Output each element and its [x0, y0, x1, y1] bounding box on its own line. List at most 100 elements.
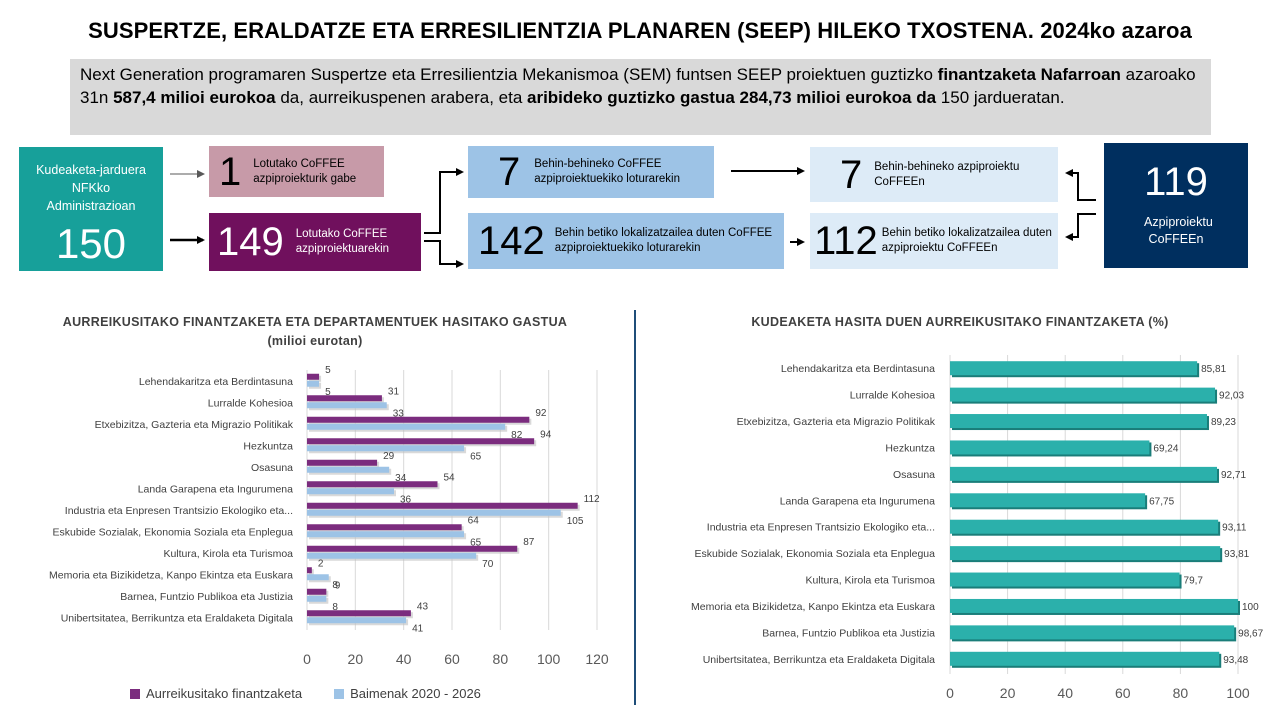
left-bar-permits: [307, 574, 329, 581]
legend-label-financing: Aurreikusitako finantzaketa: [146, 686, 303, 701]
left-bar-financing: [307, 567, 312, 574]
left-data-label: 105: [567, 516, 584, 527]
right-category-label: Lehendakaritza eta Berdintasuna: [781, 363, 935, 375]
left-category-label: Lehendakaritza eta Berdintasuna: [139, 376, 293, 388]
left-bar-financing: [307, 459, 378, 466]
left-data-label: 34: [395, 473, 407, 484]
left-bar-permits: [307, 466, 390, 473]
left-bar-financing: [307, 545, 518, 552]
left-x-tick: 120: [585, 651, 609, 667]
left-bar-permits: [307, 595, 327, 602]
left-bar-financing: [307, 610, 411, 617]
admin-activities-box: Kudeaketa-jarduera NFKko Administrazioan…: [19, 147, 163, 271]
intro-text-4: 150 jardueratan.: [936, 88, 1065, 107]
legend-swatch-financing: [130, 688, 140, 699]
intro-bold-3: aribideko guztizko gastua 284,73 milioi …: [527, 88, 937, 107]
right-data-label: 67,75: [1149, 496, 1174, 507]
intro-summary: Next Generation programaren Suspertze et…: [70, 59, 1211, 135]
left-category-label: Lurralde Kohesioa: [208, 397, 293, 409]
no-link-label: Lotutako CoFFEE azpiproiekturik gabe: [253, 157, 357, 185]
right-bar: [950, 493, 1146, 508]
right-bar: [950, 414, 1207, 429]
left-data-label: 70: [482, 559, 494, 570]
provisional-link-number: 7: [498, 150, 521, 194]
left-data-label: 29: [383, 451, 395, 462]
arrow-total-to-provisional-sub: [1065, 169, 1096, 201]
right-bar: [950, 466, 1218, 481]
right-bar: [950, 598, 1238, 613]
right-x-tick: 80: [1173, 685, 1189, 701]
left-bar-financing: [307, 524, 462, 531]
legend-label-permits: Baimenak 2020 - 2026: [350, 686, 481, 701]
left-bar-financing: [307, 502, 578, 509]
left-bar-permits: [307, 445, 465, 452]
linked-box: 149 Lotutako CoFFEE azpiproiektuarekin: [209, 213, 421, 271]
provisional-subproject-number: 7: [840, 152, 863, 197]
left-x-tick: 0: [303, 651, 311, 667]
managed-financing-chart: 0 20 40 60 80 100 Lehendakaritza eta Berdintas…: [691, 355, 1264, 701]
right-x-tick: 40: [1057, 685, 1073, 701]
right-category-label: Eskubide Sozialak, Ekonomia Soziala eta …: [695, 548, 936, 560]
left-bar-permits: [307, 552, 477, 559]
right-category-label: Kultura, Kirola eta Turismoa: [805, 575, 935, 587]
right-bar: [950, 651, 1220, 666]
intro-text-2: azaroako 31n: [80, 65, 1196, 107]
left-bar-permits: [307, 380, 320, 387]
definitive-link-number: 142: [478, 219, 545, 263]
right-x-tick: 60: [1115, 685, 1131, 701]
linked-label: Lotutako CoFFEE azpiproiektuarekin: [295, 228, 390, 255]
left-bar-permits: [307, 423, 506, 430]
right-category-label: Hezkuntza: [885, 442, 935, 454]
right-category-label: Memoria eta Bizikidetza, Kanpo Ekintza e…: [691, 601, 935, 613]
left-bar-financing: [307, 373, 320, 380]
right-category-label: Industria eta Enpresen Trantsizio Ekolog…: [707, 522, 935, 534]
left-data-label: 92: [535, 408, 547, 419]
right-bar: [950, 387, 1216, 402]
right-data-label: 98,67: [1238, 628, 1263, 639]
left-data-label: 82: [511, 430, 523, 441]
left-category-label: Hezkuntza: [243, 440, 293, 452]
intro-text-1: Next Generation programaren Suspertze et…: [80, 65, 938, 84]
left-category-label: Industria eta Enpresen Trantsizio Ekolog…: [65, 505, 293, 517]
right-data-label: 89,23: [1211, 417, 1236, 428]
left-data-label: 41: [412, 623, 424, 634]
left-bar-financing: [307, 588, 327, 595]
left-data-label: 64: [468, 515, 480, 526]
right-bar: [950, 519, 1219, 534]
provisional-subproject-box: 7 Behin-behineko azpiproiektu CoFFEEn: [810, 147, 1058, 202]
left-data-label: 87: [523, 537, 535, 548]
left-bar-permits: [307, 531, 465, 538]
left-bar-financing: [307, 395, 382, 402]
left-data-label: 94: [540, 429, 552, 440]
right-chart-title: KUDEAKETA HASITA DUEN AURREIKUSITAKO FIN…: [751, 315, 1169, 329]
right-x-tick: 0: [946, 685, 954, 701]
left-bar-permits: [307, 617, 407, 624]
left-data-label: 36: [400, 494, 412, 505]
left-category-label: Barnea, Funtzio Publikoa eta Justizia: [120, 591, 293, 603]
legend-swatch-permits: [334, 688, 345, 699]
right-category-label: Lurralde Kohesioa: [850, 390, 935, 402]
provisional-link-label: Behin-behineko CoFFEE azpiproiektuekiko …: [534, 158, 680, 185]
right-bar: [950, 625, 1235, 640]
admin-activities-label: Kudeaketa-jarduera NFKko Administrazioan: [36, 163, 146, 213]
right-category-label: Etxebizitza, Gazteria eta Migrazio Polit…: [737, 416, 936, 428]
left-category-label: Memoria eta Bizikidetza, Kanpo Ekintza e…: [49, 569, 293, 581]
arrow-linked-to-definitive: [424, 240, 464, 268]
left-data-label: 2: [318, 558, 324, 569]
financing-spending-chart: 0 20 40 60 80 100 120 Lehendakaritza eta Berdin…: [49, 365, 609, 667]
left-bar-financing: [307, 481, 438, 488]
total-subprojects-box: 119 Azpiproiektu CoFFEEn: [1104, 143, 1248, 268]
definitive-link-label: Behin betiko lokalizatzailea duten CoFFE…: [554, 227, 773, 254]
left-data-label: 5: [325, 387, 331, 398]
left-data-label: 33: [393, 408, 405, 419]
left-data-label: 65: [470, 451, 482, 462]
right-category-label: Barnea, Funtzio Publikoa eta Justizia: [762, 627, 935, 639]
left-data-label: 43: [417, 601, 429, 612]
definitive-subproject-label: Behin betiko lokalizatzailea duten azpip…: [881, 227, 1052, 254]
linked-number: 149: [217, 220, 284, 264]
right-data-label: 69,24: [1153, 443, 1178, 454]
provisional-subproject-label: Behin-behineko azpiproiektu CoFFEEn: [874, 160, 1020, 188]
left-x-tick: 20: [348, 651, 364, 667]
left-category-label: Eskubide Sozialak, Ekonomia Soziala eta …: [53, 526, 294, 538]
left-bar-financing: [307, 416, 530, 423]
